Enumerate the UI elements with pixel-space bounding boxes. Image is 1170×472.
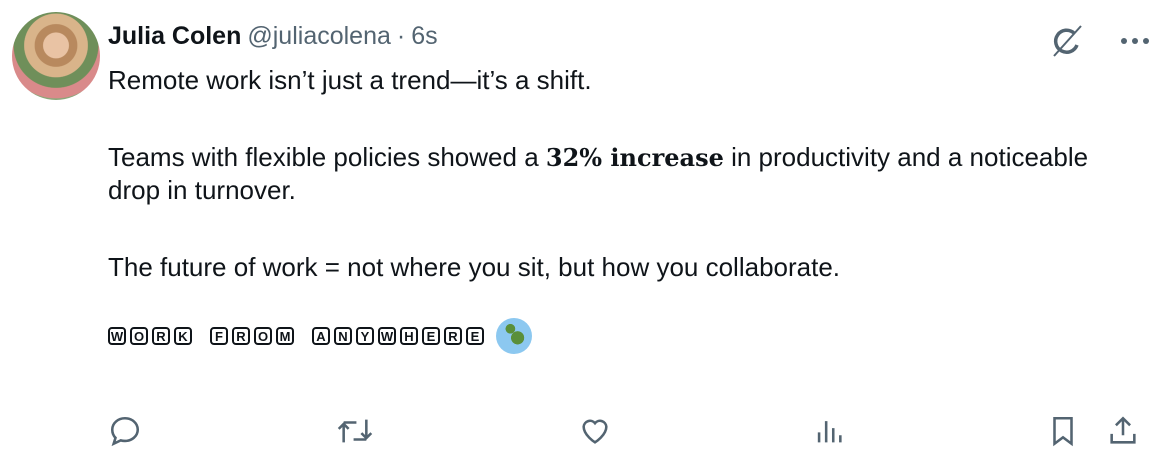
tag-letter: A	[312, 327, 330, 345]
author-handle[interactable]: @juliacolena	[247, 22, 391, 50]
tag-letter: N	[334, 327, 352, 345]
tag-letter: W	[378, 327, 396, 345]
author-name[interactable]: Julia Colen	[108, 22, 242, 50]
globe-icon	[496, 318, 532, 354]
action-bar	[0, 414, 1170, 448]
tag-letter: E	[422, 327, 440, 345]
tag-letter: K	[174, 327, 192, 345]
tag-letter: R	[232, 327, 250, 345]
retweet-icon[interactable]	[336, 414, 374, 448]
tag-letter: R	[152, 327, 170, 345]
tag-letter: E	[466, 327, 484, 345]
tag-letter: O	[130, 327, 148, 345]
text: Teams with flexible policies showed a	[108, 142, 546, 172]
more-icon[interactable]	[1120, 36, 1150, 46]
separator: ·	[396, 22, 406, 50]
tweet-paragraph: Teams with flexible policies showed a 32…	[108, 141, 1128, 207]
views-icon[interactable]	[812, 414, 846, 448]
reply-icon[interactable]	[108, 414, 142, 448]
like-icon[interactable]	[578, 414, 612, 448]
avatar[interactable]	[12, 12, 100, 100]
tag-letter: Y	[356, 327, 374, 345]
bold-stat: 32% increase	[545, 143, 724, 172]
tweet-paragraph: The future of work = not where you sit, …	[108, 252, 841, 282]
tag-letter: M	[276, 327, 294, 345]
timestamp[interactable]: 6s	[411, 22, 438, 50]
tweet-body: Remote work isn’t just a trend—it’s a sh…	[108, 64, 1128, 354]
text: in productivity and a noticeable drop in…	[108, 142, 1089, 205]
tweet-line: Remote work isn’t just a trend—it’s a sh…	[108, 65, 592, 95]
tag-letter: H	[400, 327, 418, 345]
share-icon[interactable]	[1106, 414, 1140, 448]
bookmark-icon[interactable]	[1046, 414, 1080, 448]
tag-letter: W	[108, 327, 126, 345]
grok-icon[interactable]	[1050, 24, 1084, 58]
tag-letter: R	[444, 327, 462, 345]
tag-letter: F	[210, 327, 228, 345]
tweet-header: Julia Colen @juliacolena · 6s	[108, 22, 438, 51]
tag-letter: O	[254, 327, 272, 345]
